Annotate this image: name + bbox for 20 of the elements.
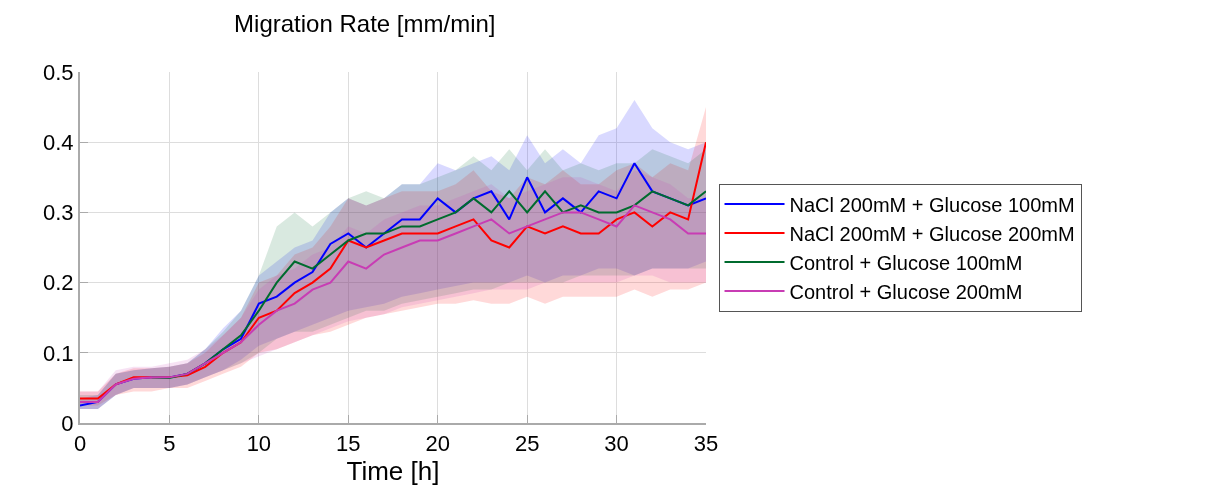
y-tick-label: 0 (61, 410, 74, 436)
x-tick-label: 10 (246, 431, 272, 457)
x-tick-label: 5 (163, 431, 176, 457)
legend-label: NaCl 200mM + Glucose 200mM (789, 222, 1075, 245)
y-tick-label: 0.5 (43, 59, 74, 85)
x-tick-label: 25 (514, 431, 540, 457)
legend-label: Control + Glucose 200mM (789, 280, 1023, 303)
y-tick-label: 0.2 (43, 270, 74, 296)
y-tick-label: 0.1 (43, 340, 74, 366)
x-tick-label: 35 (693, 431, 719, 457)
y-tick-label: 0.3 (43, 200, 74, 226)
x-tick-label: 30 (604, 431, 629, 457)
line-series (80, 204, 706, 403)
chart-title: Migration Rate [mm/min] (234, 9, 496, 37)
x-axis-title: Time [h] (346, 456, 440, 487)
legend-label: NaCl 200mM + Glucose 100mM (789, 193, 1075, 216)
x-tick-label: 20 (425, 431, 450, 457)
y-tick-label: 0.4 (43, 129, 74, 155)
x-tick-label: 15 (336, 431, 361, 457)
legend-label: Control + Glucose 100mM (789, 251, 1023, 274)
